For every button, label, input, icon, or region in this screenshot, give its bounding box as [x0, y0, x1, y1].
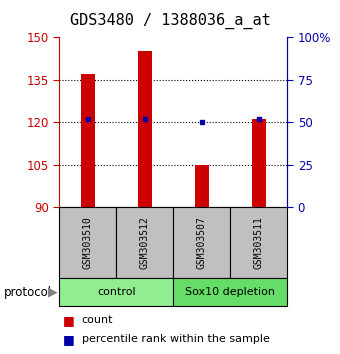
Text: count: count: [82, 315, 113, 325]
Text: GDS3480 / 1388036_a_at: GDS3480 / 1388036_a_at: [70, 12, 270, 29]
Text: ■: ■: [63, 333, 75, 346]
Bar: [173, 278, 287, 306]
Bar: [81, 74, 95, 207]
Text: ■: ■: [63, 314, 75, 327]
Bar: [59, 278, 173, 306]
Text: protocol: protocol: [3, 286, 52, 298]
Bar: [59, 207, 116, 278]
Text: Sox10 depletion: Sox10 depletion: [185, 287, 275, 297]
Text: GSM303510: GSM303510: [83, 216, 93, 269]
Bar: [173, 207, 231, 278]
Bar: [116, 207, 173, 278]
Text: ▶: ▶: [48, 286, 57, 298]
Text: percentile rank within the sample: percentile rank within the sample: [82, 334, 270, 344]
Bar: [195, 165, 209, 207]
Text: GSM303511: GSM303511: [254, 216, 264, 269]
Bar: [252, 119, 266, 207]
Text: control: control: [97, 287, 136, 297]
Text: GSM303512: GSM303512: [140, 216, 150, 269]
Bar: [138, 51, 152, 207]
Bar: [231, 207, 287, 278]
Text: GSM303507: GSM303507: [197, 216, 207, 269]
